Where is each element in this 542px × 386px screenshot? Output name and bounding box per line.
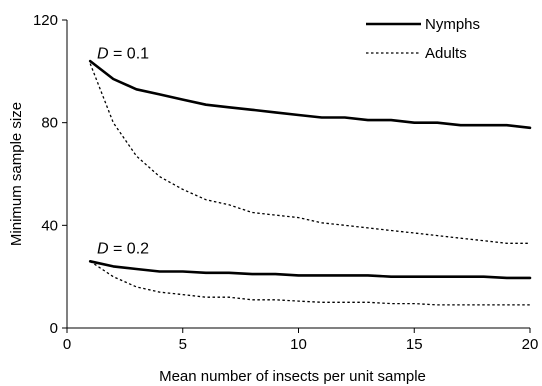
annotation-variable: D — [97, 240, 109, 257]
annotations: D = 0.1D = 0.2 — [97, 45, 149, 257]
annotation-variable: D — [97, 45, 109, 62]
y-axis-title: Minimum sample size — [8, 102, 25, 246]
annotation-value: = 0.1 — [109, 45, 150, 62]
x-tick-label: 15 — [406, 336, 423, 353]
y-tick-label: 40 — [41, 217, 58, 234]
y-tick-label: 120 — [33, 12, 58, 29]
series-line-nymphs-d01 — [88, 59, 532, 130]
y-tick-label: 0 — [50, 320, 58, 337]
x-tick-label: 20 — [522, 336, 539, 353]
annotation-d-value: D = 0.1 — [97, 45, 149, 62]
x-axis-title: Mean number of insects per unit sample — [159, 368, 426, 385]
annotation-d-value: D = 0.2 — [97, 240, 149, 257]
series-line-adults-d01 — [89, 63, 530, 244]
axes: 0 40 80 120 0 5 10 15 20 Mean number of insects p… — [8, 12, 538, 385]
plot-area — [88, 59, 532, 306]
x-tick-label: 5 — [179, 336, 187, 353]
y-tick-label: 80 — [41, 115, 58, 132]
x-tick-label: 10 — [290, 336, 307, 353]
legend-label-adults: Adults — [425, 45, 467, 62]
legend-label-nymphs: Nymphs — [425, 16, 480, 33]
series-line-nymphs-d02 — [88, 259, 532, 280]
x-tick-label: 0 — [63, 336, 71, 353]
series-line-adults-d02 — [89, 260, 530, 306]
annotation-value: = 0.2 — [109, 240, 150, 257]
legend: Nymphs Adults — [366, 16, 480, 62]
